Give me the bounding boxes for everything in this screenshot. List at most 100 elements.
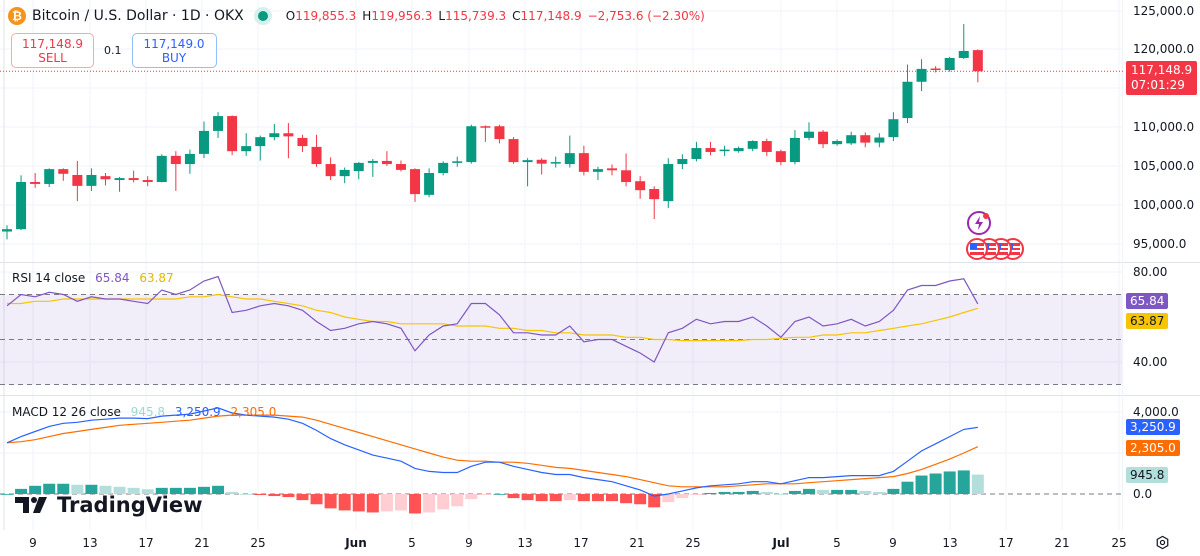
- macd-signal-line: [6, 414, 979, 488]
- candle: [367, 158, 378, 177]
- candle: [958, 24, 969, 60]
- us-flag-stripes: [970, 250, 984, 252]
- macd-histogram-bar: [127, 487, 140, 494]
- macd-histogram-bar: [394, 494, 407, 511]
- macd-histogram-bar: [479, 494, 492, 496]
- tradingview-logo-text: TradingView: [57, 493, 203, 517]
- symbol-title[interactable]: Bitcoin / U.S. Dollar · 1D · OKX: [32, 8, 244, 24]
- macd-histogram-bar: [71, 484, 84, 494]
- macd-histogram-bar: [873, 491, 886, 494]
- ohlc-change: −2,753.6 (−2.30%): [587, 9, 705, 23]
- candle-body: [16, 181, 27, 230]
- candle: [663, 158, 674, 209]
- candle: [747, 140, 758, 152]
- macd-histogram-bar: [254, 494, 267, 496]
- candle-body: [213, 116, 224, 131]
- candle: [381, 151, 392, 166]
- candle: [86, 168, 97, 191]
- candle: [128, 170, 139, 183]
- us-flag-stripes: [1006, 250, 1020, 252]
- candle: [269, 123, 280, 141]
- candle-body: [635, 181, 646, 191]
- macd-histogram-bar: [732, 491, 745, 494]
- buy-button[interactable]: 117,149.0 BUY: [131, 33, 217, 68]
- time-label: 25: [1111, 536, 1127, 550]
- candle-body: [114, 178, 125, 181]
- time-label: Jul: [772, 536, 790, 550]
- tradingview-logo[interactable]: TradingView: [15, 493, 202, 517]
- candle-body: [846, 135, 857, 144]
- economic-events-icon[interactable]: [965, 237, 1033, 261]
- macd-histogram-bar: [957, 470, 970, 494]
- macd-histogram-bar: [549, 494, 562, 502]
- ohlc-low: L115,739.3: [438, 9, 507, 23]
- candle-body: [958, 50, 969, 58]
- time-label: 17: [998, 536, 1014, 550]
- us-flag-canton: [970, 243, 977, 249]
- macd-histogram-bar: [760, 491, 773, 494]
- candle: [156, 154, 167, 183]
- sell-button[interactable]: 117,148.9 SELL: [11, 33, 94, 68]
- rsi-value-tag: 65.84: [1126, 293, 1169, 309]
- candle: [2, 225, 12, 240]
- order-quantity[interactable]: 0.1: [104, 44, 122, 57]
- candle-body: [367, 160, 378, 163]
- macd-histogram-bar: [113, 486, 126, 494]
- candle-body: [761, 141, 772, 152]
- macd-histogram-bar: [169, 487, 182, 494]
- candle-body: [156, 155, 167, 182]
- time-label: 13: [82, 536, 98, 550]
- macd-histogram-bar: [887, 488, 900, 494]
- time-label: 13: [517, 536, 533, 550]
- symbol-legend: ₿ Bitcoin / U.S. Dollar · 1D · OKX O119,…: [8, 7, 711, 25]
- candle-body: [789, 137, 800, 163]
- macd-histogram-bar: [507, 494, 520, 499]
- rsi-ma-value: 63.87: [139, 271, 174, 285]
- candle-body: [241, 146, 252, 152]
- macd-histogram-bar: [662, 494, 675, 503]
- macd-legend[interactable]: MACD 12 26 close 945.8 3,250.9 2,305.0: [12, 405, 282, 419]
- macd-label: MACD 12 26 close: [12, 405, 121, 419]
- candle-body: [283, 133, 294, 137]
- candle: [142, 176, 153, 187]
- candle-body: [466, 126, 477, 163]
- macd-histogram-bar: [310, 494, 323, 505]
- candle: [227, 115, 238, 156]
- macd-histogram-bar: [409, 494, 422, 514]
- settings-icon[interactable]: [1155, 535, 1170, 550]
- candle: [592, 166, 603, 181]
- macd-histogram-bar: [915, 475, 928, 494]
- candle: [888, 112, 899, 142]
- candle: [972, 49, 983, 83]
- candle: [114, 176, 125, 192]
- candle-body: [663, 164, 674, 202]
- candle-body: [719, 149, 730, 152]
- time-label: 21: [629, 536, 645, 550]
- candle-body: [733, 148, 744, 152]
- candle-body: [508, 139, 519, 163]
- macd-value-tag: 3,250.9: [1126, 419, 1180, 435]
- candle-body: [621, 170, 632, 182]
- candle: [424, 168, 435, 198]
- macd-histogram-bar: [704, 492, 717, 494]
- macd-tick: 0.0: [1133, 487, 1153, 501]
- time-label: 21: [194, 536, 210, 550]
- macd-histogram-bar: [451, 494, 464, 507]
- candle: [170, 151, 181, 191]
- sell-price: 117,148.9: [21, 36, 84, 51]
- candle-body: [930, 68, 941, 70]
- lightning-event-icon[interactable]: [966, 210, 992, 236]
- macd-histogram-bar: [746, 490, 759, 494]
- candle: [508, 137, 519, 164]
- macd-histogram-bar: [282, 494, 295, 498]
- macd-histogram-bar: [606, 494, 619, 502]
- candle: [16, 175, 27, 230]
- candle-body: [607, 168, 618, 171]
- rsi-ma-line: [7, 293, 978, 342]
- buy-price: 117,149.0: [143, 36, 205, 51]
- rsi-legend[interactable]: RSI 14 close 65.84 63.87: [12, 271, 180, 285]
- candle: [466, 124, 477, 164]
- candle: [100, 173, 111, 186]
- candle-body: [325, 164, 336, 177]
